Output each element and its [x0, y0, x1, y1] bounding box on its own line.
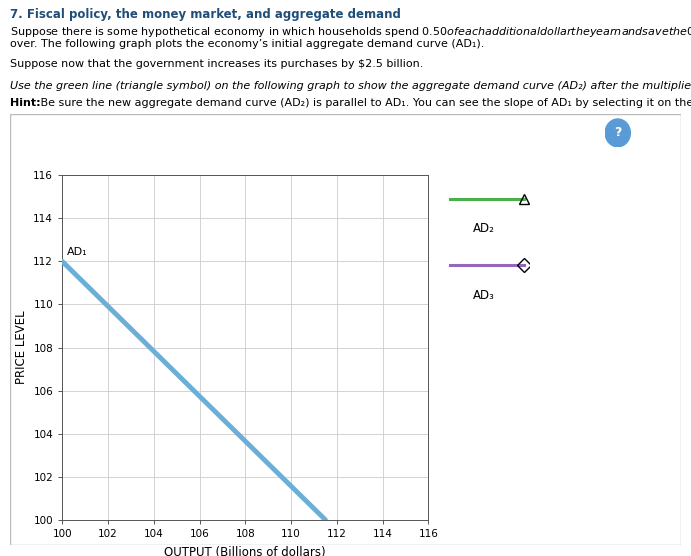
- Text: over. The following graph plots the economy’s initial aggregate demand curve (AD: over. The following graph plots the econ…: [10, 39, 485, 49]
- Text: Suppose there is some hypothetical economy in which households spend $0.50 of ea: Suppose there is some hypothetical econo…: [10, 25, 691, 39]
- X-axis label: OUTPUT (Billions of dollars): OUTPUT (Billions of dollars): [164, 546, 326, 556]
- Text: Suppose now that the government increases its purchases by $2.5 billion.: Suppose now that the government increase…: [10, 59, 424, 70]
- Text: Use the green line (triangle symbol) on the following graph to show the aggregat: Use the green line (triangle symbol) on …: [10, 81, 691, 91]
- Text: Hint:: Hint:: [10, 98, 41, 108]
- Y-axis label: PRICE LEVEL: PRICE LEVEL: [15, 311, 28, 384]
- Text: AD₃: AD₃: [473, 289, 495, 302]
- Text: 7. Fiscal policy, the money market, and aggregate demand: 7. Fiscal policy, the money market, and …: [10, 8, 401, 21]
- Text: ?: ?: [614, 126, 621, 140]
- Text: Be sure the new aggregate demand curve (AD₂) is parallel to AD₁. You can see the: Be sure the new aggregate demand curve (…: [37, 98, 691, 108]
- Text: AD₂: AD₂: [473, 222, 495, 235]
- Text: AD₁: AD₁: [67, 247, 87, 257]
- Circle shape: [605, 119, 630, 147]
